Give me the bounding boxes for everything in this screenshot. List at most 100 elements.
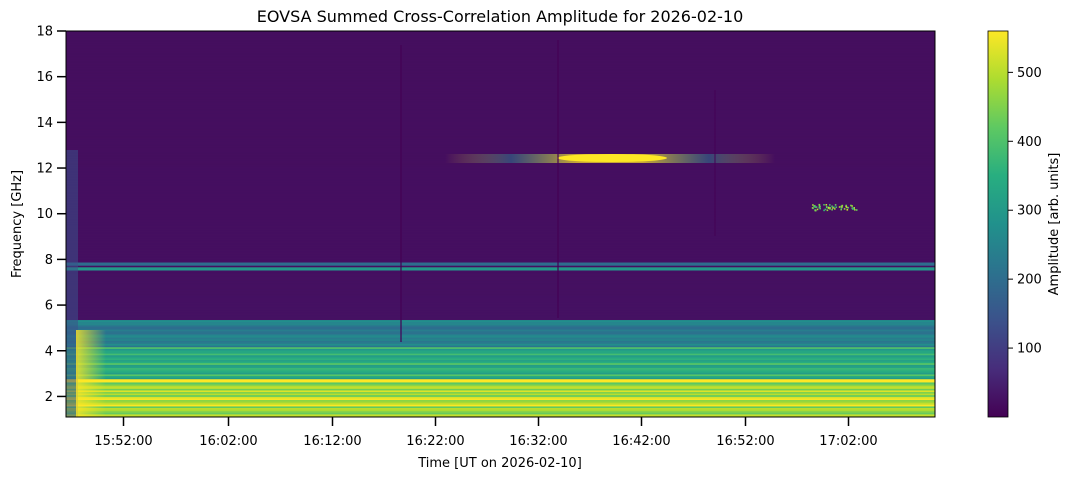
sparkle-points (811, 203, 858, 212)
heatmap-row (66, 343, 935, 346)
heatmap-row (66, 65, 935, 68)
heatmap-row (66, 49, 935, 52)
heatmap-row (66, 108, 935, 111)
sparkle-point (819, 207, 821, 210)
heatmap-row (66, 273, 935, 276)
heatmap-row (66, 415, 935, 417)
heatmap-row (66, 130, 935, 134)
heatmap-row (66, 293, 935, 297)
heatmap-row (66, 263, 935, 266)
heatmap-row (66, 170, 935, 173)
heatmap-row (66, 196, 935, 199)
heatmap-row (66, 285, 935, 289)
heatmap-row (66, 167, 935, 170)
heatmap-row (66, 71, 935, 74)
heatmap-row (66, 81, 935, 84)
heatmap-row (66, 89, 935, 92)
heatmap-row (66, 213, 935, 217)
heatmap-row (66, 79, 935, 82)
plot-frame (65, 30, 936, 418)
heatmap-row (66, 389, 935, 393)
heatmap-row (66, 185, 935, 188)
x-tick-label: 16:42:00 (612, 434, 670, 449)
heatmap-row (66, 266, 935, 269)
heatmap-row (66, 98, 935, 102)
heatmap-row (66, 359, 935, 362)
sparkle-point (825, 206, 828, 208)
heatmap-row (66, 189, 935, 193)
heatmap-row (66, 357, 935, 361)
heatmap-row (66, 277, 935, 281)
heatmap-row (66, 68, 935, 71)
heatmap-row (66, 129, 935, 132)
heatmap-row (66, 353, 935, 356)
heatmap-row (66, 261, 935, 265)
leading-edge-bright (76, 330, 106, 417)
heatmap-row (66, 126, 935, 129)
sparkle-point (813, 206, 816, 208)
heatmap-row (66, 253, 935, 257)
heatmap-row (66, 290, 935, 293)
heatmap-row (66, 111, 935, 114)
sparkle-point (833, 206, 835, 208)
heatmap-row (66, 140, 935, 143)
heatmap-row (66, 97, 935, 100)
heatmap-row (66, 241, 935, 244)
heatmap-row (66, 364, 935, 367)
heatmap-row (66, 247, 935, 250)
heatmap-row (66, 121, 935, 124)
sparkle-point (818, 206, 821, 209)
colorbar (987, 30, 1009, 418)
heatmap-row (66, 52, 935, 55)
heatmap-row (66, 305, 935, 308)
x-tick-label: 16:22:00 (406, 434, 464, 449)
heatmap-row (66, 113, 935, 116)
heatmap-row (66, 62, 935, 65)
heatmap-row (66, 60, 935, 63)
sparkle-point (854, 209, 856, 211)
heatmap-row (66, 55, 935, 58)
heatmap-row (66, 183, 935, 186)
sparkle-point (829, 208, 831, 210)
heatmap-row (66, 127, 935, 130)
heatmap-row (66, 231, 935, 234)
heatmap-row (66, 372, 935, 375)
sparkle-point (826, 209, 829, 212)
heatmap-row (66, 268, 935, 271)
heatmap-row (66, 338, 935, 341)
heatmap-row (66, 178, 935, 181)
heatmap-row (66, 175, 935, 178)
heatmap-row (66, 58, 935, 62)
heatmap-row (66, 180, 935, 183)
sparkle-point (834, 208, 836, 210)
heatmap-row (66, 31, 935, 34)
heatmap-row (66, 289, 935, 292)
heatmap-row (66, 209, 935, 212)
colorbar-tick-label: 500 (1017, 66, 1042, 81)
heatmap-row (66, 369, 935, 372)
heatmap-row (66, 303, 935, 306)
heatmap-row (66, 317, 935, 321)
heatmap-row (66, 205, 935, 209)
colorbar-tick-label: 200 (1017, 273, 1042, 288)
heatmap-row (66, 228, 935, 231)
sparkle-point (846, 206, 848, 209)
heatmap-row (66, 207, 935, 210)
sparkle-point (855, 209, 858, 211)
sparkle-point (815, 206, 818, 208)
heatmap-row (66, 169, 935, 172)
heatmap-row (66, 76, 935, 79)
heatmap-row (66, 292, 935, 295)
heatmap-row (66, 324, 935, 327)
sparkle-point (829, 206, 832, 209)
heatmap-row (66, 92, 935, 95)
sparkle-point (818, 203, 821, 206)
x-axis-ticks: 15:52:00 16:02:00 16:12:00 16:22:00 16:3… (94, 417, 878, 449)
heatmap-row (66, 410, 935, 413)
heatmap-row (66, 330, 935, 333)
heatmap-row (66, 396, 935, 399)
heatmap-row (66, 319, 935, 322)
heatmap-row (66, 314, 935, 317)
heatmap-row (66, 186, 935, 189)
heatmap-row (66, 239, 935, 242)
